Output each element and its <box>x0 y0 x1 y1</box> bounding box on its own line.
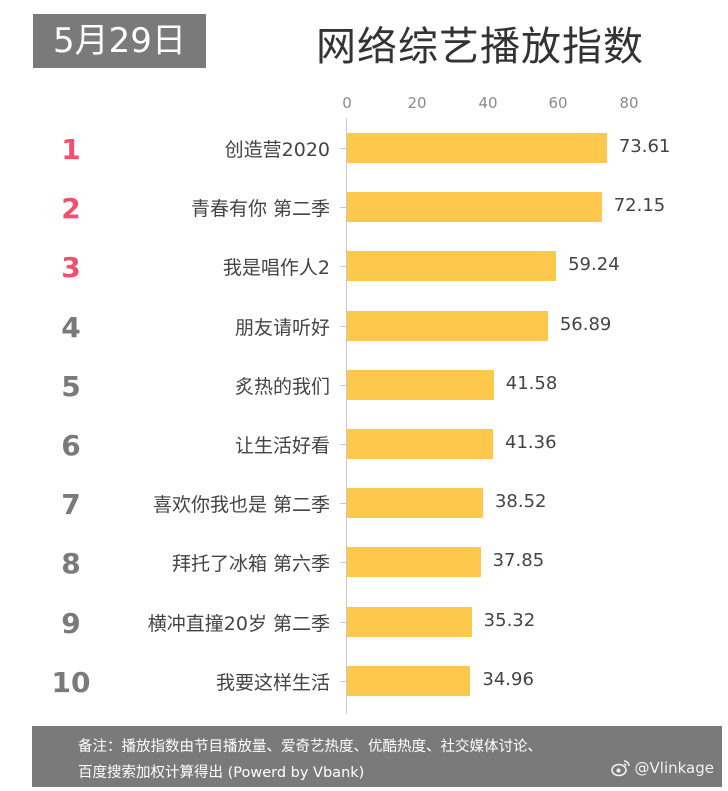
y-tick-mark <box>340 148 346 149</box>
y-tick-mark <box>340 207 346 209</box>
rank-number: 6 <box>61 429 81 462</box>
y-tick-mark <box>340 444 346 445</box>
x-tick-label: 20 <box>407 94 427 112</box>
y-tick-mark <box>340 621 346 623</box>
y-tick-mark <box>340 266 346 268</box>
y-tick-mark <box>340 325 346 327</box>
chart-row: 8 拜托了冰箱 第六季 37.85 <box>0 533 728 591</box>
rank-number: 1 <box>61 133 81 166</box>
bar <box>347 547 481 578</box>
y-tick-mark <box>340 503 346 505</box>
chart-title: 网络综艺播放指数 <box>316 24 644 70</box>
date-badge: 5月29日 <box>33 14 206 68</box>
y-tick-mark <box>340 384 346 386</box>
footer-note: 备注：播放指数由节目播放量、爱奇艺热度、优酷热度、社交媒体讨论、 百度搜索加权计… <box>32 726 722 787</box>
rank-number: 8 <box>61 547 81 581</box>
bar <box>347 310 548 341</box>
weibo-icon <box>610 760 630 777</box>
rank-number: 4 <box>61 310 81 344</box>
rank-number: 9 <box>61 606 81 640</box>
show-name: 让生活好看 <box>234 435 330 457</box>
chart-row: 5 炙热的我们 41.58 <box>0 356 728 414</box>
show-name: 我要这样生活 <box>215 671 330 694</box>
show-name: 朋友请听好 <box>234 316 330 339</box>
x-tick-label: 80 <box>619 94 639 112</box>
show-name: 横冲直撞20岁 第二季 <box>147 612 330 635</box>
rank-number: 3 <box>61 251 81 285</box>
chart-row: 4 朋友请听好 56.89 <box>0 297 728 355</box>
bar <box>347 665 471 696</box>
show-name: 拜托了冰箱 第六季 <box>171 553 330 576</box>
bar <box>347 488 483 519</box>
chart-row: 6 让生活好看 41.36 <box>0 415 728 473</box>
chart-row: 1 创造营2020 73.61 <box>0 119 728 177</box>
rank-number: 5 <box>61 369 81 403</box>
bar-value-label: 41.58 <box>505 372 558 394</box>
y-tick-mark <box>340 562 346 564</box>
bar <box>347 606 472 637</box>
bar-value-label: 41.36 <box>505 432 557 453</box>
x-tick-label: 0 <box>342 94 352 112</box>
show-name: 创造营2020 <box>224 139 330 161</box>
chart-row: 9 横冲直撞20岁 第二季 35.32 <box>0 593 728 651</box>
show-name: 炙热的我们 <box>234 375 330 398</box>
note-line-1: 备注：播放指数由节目播放量、爱奇艺热度、优酷热度、社交媒体讨论、 <box>78 739 542 755</box>
chart-row: 7 喜欢你我也是 第二季 38.52 <box>0 474 728 532</box>
chart-row: 2 青春有你 第二季 72.15 <box>0 178 728 236</box>
bar <box>347 133 607 163</box>
show-name: 喜欢你我也是 第二季 <box>152 494 330 517</box>
bar <box>347 369 494 400</box>
y-axis-line <box>346 118 347 714</box>
y-tick-mark <box>340 680 346 682</box>
bar-value-label: 73.61 <box>618 136 671 157</box>
bar <box>347 429 493 459</box>
bar-value-label: 35.32 <box>483 609 536 631</box>
watermark: @Vlinkage <box>610 759 714 777</box>
bar-value-label: 34.96 <box>482 668 534 690</box>
show-name: 青春有你 第二季 <box>190 198 330 221</box>
watermark-text: @Vlinkage <box>634 759 714 777</box>
bar-value-label: 37.85 <box>492 550 545 572</box>
show-name: 我是唱作人2 <box>222 257 330 280</box>
rank-number: 2 <box>61 192 81 226</box>
x-tick-label: 40 <box>478 94 498 112</box>
note-line-2: 百度搜索加权计算得出 (Powerd by Vbank) <box>78 765 365 781</box>
x-tick-label: 60 <box>548 94 568 112</box>
chart-row: 3 我是唱作人2 59.24 <box>0 237 728 295</box>
bar-value-label: 59.24 <box>568 254 620 276</box>
chart-row: 10 我要这样生活 34.96 <box>0 652 728 710</box>
bar <box>347 251 557 282</box>
bar-value-label: 72.15 <box>613 195 666 217</box>
bar <box>347 192 602 223</box>
bar-value-label: 38.52 <box>494 491 547 513</box>
bar-value-label: 56.89 <box>559 313 612 335</box>
rank-number: 7 <box>61 488 81 522</box>
rank-number: 10 <box>51 665 91 699</box>
